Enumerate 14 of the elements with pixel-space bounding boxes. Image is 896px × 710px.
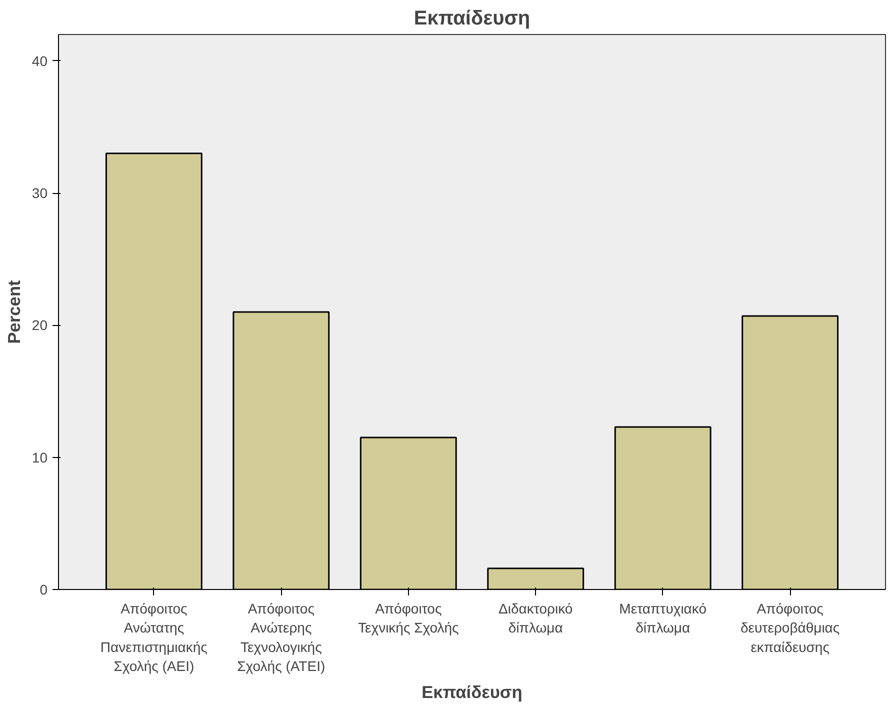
x-tick-label: Μεταπτυχιακό δίπλωμα	[619, 600, 707, 636]
y-axis-title: Percent	[4, 280, 24, 344]
y-tick-label: 0	[40, 582, 48, 598]
x-tick-label: Απόφοιτος Τεχνικής Σχολής	[358, 600, 460, 636]
chart-title: Εκπαίδευση	[414, 8, 530, 30]
y-tick-label: 40	[32, 52, 48, 69]
y-tick-label: 20	[32, 317, 48, 334]
x-axis-title: Εκπαίδευση	[422, 682, 522, 702]
y-tick-label: 10	[32, 449, 48, 466]
x-tick-label: Διδακτορικό δίπλωμα	[498, 600, 573, 636]
y-tick-label: 30	[32, 185, 48, 202]
x-tick-label: Απόφοιτος Ανώτερης Τεχνολογικής Σχολής (ΑΤΕΙ)	[237, 600, 326, 674]
x-tick-label: Απόφοιτος δευτεροβάθμιας εκπαίδευσης	[740, 600, 840, 655]
x-tick-label: Απόφοιτος Ανώτατης Πανεπιστημιακής Σχολής (ΑΕΙ)	[100, 600, 208, 674]
